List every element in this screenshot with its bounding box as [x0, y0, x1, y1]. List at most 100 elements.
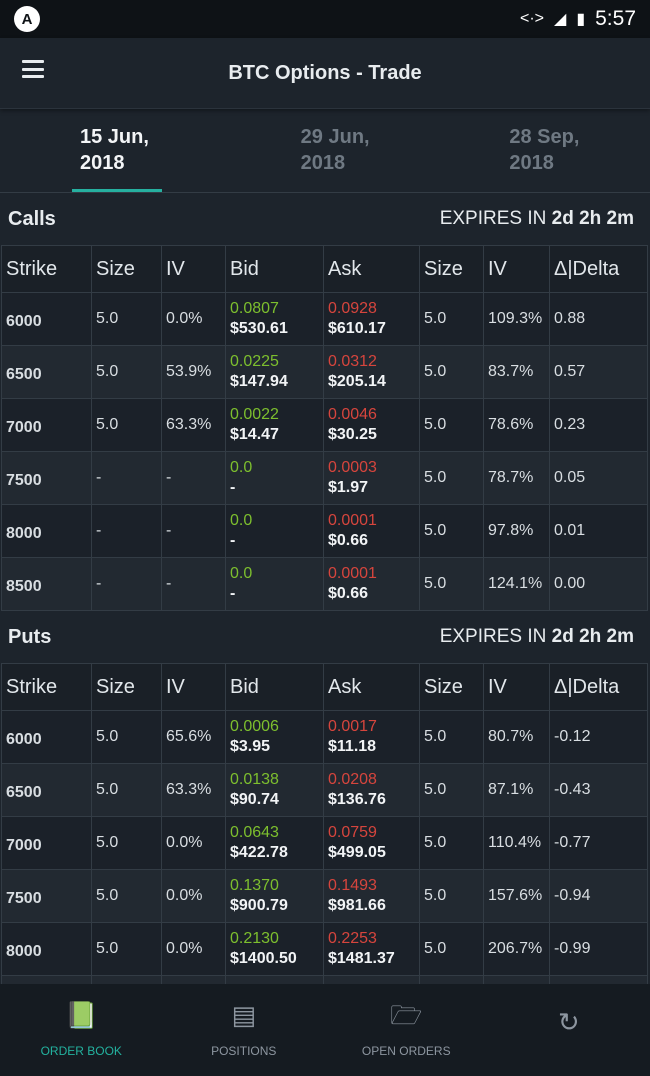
tab-expiry-28-sep[interactable]: 28 Sep, 2018 — [441, 110, 650, 192]
ask-cell[interactable]: ΀0.0017 $11.18 — [324, 711, 420, 764]
cell-size: 5.0 — [92, 346, 162, 399]
ask-cell[interactable]: ΀0.1493 $981.66 — [324, 870, 420, 923]
bid-usd-price: - — [230, 530, 323, 551]
cell-ask_iv: 124.1% — [484, 558, 550, 611]
ask-cell[interactable]: ΀0.0001 $0.66 — [324, 558, 420, 611]
cell-delta: -0.94 — [550, 870, 648, 923]
cell-iv: - — [162, 452, 226, 505]
calls-row[interactable]: 6000 5.0 0.0% ΀0.0807 $530.61 ΀0.0928 $610.17 5… — [2, 293, 648, 346]
nav-positions[interactable]: ▤ POSITIONS — [163, 984, 326, 1076]
bid-cell[interactable]: ΀0.0 - — [226, 505, 324, 558]
calls-table: Strike Size IV Bid Ask Size IV Δ|Delta 6000 5.0 0… — [1, 245, 648, 611]
column-header: Size — [420, 664, 484, 711]
bid-btc-price: ΀0.1370 — [230, 876, 323, 895]
bid-cell[interactable]: ΀0.1370 $900.79 — [226, 870, 324, 923]
bid-cell[interactable]: ΀0.0643 $422.78 — [226, 817, 324, 870]
calls-row[interactable]: 8500- - ΀0.0- ΀0.0001 $0.66 5.0 124.1% 0.00 — [2, 558, 648, 611]
expiry-tabs: 15 Jun, 2018 29 Jun, 2018 28 Sep, 2018 — [0, 110, 650, 193]
page-title: BTC Options - Trade — [0, 62, 650, 85]
bid-cell[interactable]: ΀0.0 - — [226, 452, 324, 505]
ask-btc-price: ΀0.0046 — [328, 405, 419, 424]
cell-strike: 8000 — [2, 923, 92, 976]
ask-usd-price: $981.66 — [328, 895, 419, 916]
ask-cell[interactable]: ΀0.0003 $1.97 — [324, 452, 420, 505]
cell-ask_iv: 97.8% — [484, 505, 550, 558]
cell-size: 5.0 — [92, 711, 162, 764]
bid-cell[interactable]: ΀0.0022 $14.47 — [226, 399, 324, 452]
puts-row[interactable]: 7500 5.0 0.0% ΀0.1370 $900.79 ΀0.1493 $981.66 5… — [2, 870, 648, 923]
ask-cell[interactable]: ΀0.0001 $0.66 — [324, 505, 420, 558]
app-badge-icon: A — [14, 6, 40, 32]
ask-usd-price: $136.76 — [328, 789, 419, 810]
puts-table: Strike Size IV Bid Ask Size IV Δ|Delta 6000 5.0 6… — [1, 663, 648, 1029]
calls-row[interactable]: 7500- - ΀0.0- ΀0.0003 $1.97 5.0 78.7% 0.05 — [2, 452, 648, 505]
ask-usd-price: $205.14 — [328, 371, 419, 392]
nav-label: POSITIONS — [211, 1044, 276, 1058]
cell-delta: 0.00 — [550, 558, 648, 611]
cell-delta: -0.77 — [550, 817, 648, 870]
tab-line2: 2018 — [509, 150, 650, 176]
active-tab-indicator — [72, 189, 162, 192]
puts-row[interactable]: 6500 5.0 63.3% ΀0.0138 $90.74 ΀0.0208 $136.76 5… — [2, 764, 648, 817]
ask-usd-price: $0.66 — [328, 530, 419, 551]
column-header: Bid — [226, 246, 324, 293]
bid-usd-price: $3.95 — [230, 736, 323, 757]
cell-size: 5.0 — [92, 870, 162, 923]
cell-strike: 7000 — [2, 817, 92, 870]
cell-ask_size: 5.0 — [420, 870, 484, 923]
bid-usd-price: $1400.50 — [230, 948, 323, 969]
cell-ask_iv: 83.7% — [484, 346, 550, 399]
ask-cell[interactable]: ΀0.0759 $499.05 — [324, 817, 420, 870]
bid-cell[interactable]: ΀0.0807 $530.61 — [226, 293, 324, 346]
signal-icon: ◢ — [554, 9, 566, 29]
calls-title: Calls — [8, 208, 56, 231]
ask-cell[interactable]: ΀0.0046 $30.25 — [324, 399, 420, 452]
nav-order-book[interactable]: 📗 ORDER BOOK — [0, 984, 163, 1076]
data-transfer-icon: <·> — [520, 10, 544, 28]
cell-iv: - — [162, 505, 226, 558]
calls-expires: EXPIRES IN 2d 2h 2m — [440, 208, 634, 230]
bid-cell[interactable]: ΀0.2130 $1400.50 — [226, 923, 324, 976]
bid-btc-price: ΀0.0 — [230, 564, 323, 583]
bid-btc-price: ΀0.0643 — [230, 823, 323, 842]
cell-strike: 7000 — [2, 399, 92, 452]
hamburger-icon[interactable] — [22, 60, 44, 78]
cell-strike: 6000 — [2, 293, 92, 346]
tab-line2: 2018 — [301, 150, 442, 176]
bottom-navigation: 📗 ORDER BOOK ▤ POSITIONS 🗁 OPEN ORDERS ↻ — [0, 984, 650, 1076]
cell-ask_size: 5.0 — [420, 711, 484, 764]
calls-row[interactable]: 6500 5.0 53.9% ΀0.0225 $147.94 ΀0.0312 $205.14… — [2, 346, 648, 399]
nav-history[interactable]: ↻ — [488, 984, 650, 1076]
ask-cell[interactable]: ΀0.0312 $205.14 — [324, 346, 420, 399]
tab-expiry-29-jun[interactable]: 29 Jun, 2018 — [221, 110, 442, 192]
calls-row[interactable]: 7000 5.0 63.3% ΀0.0022 $14.47 ΀0.0046 $30.25 5.… — [2, 399, 648, 452]
cell-strike: 8000 — [2, 505, 92, 558]
nav-open-orders[interactable]: 🗁 OPEN ORDERS — [325, 984, 488, 1076]
bid-cell[interactable]: ΀0.0225 $147.94 — [226, 346, 324, 399]
app-bar: BTC Options - Trade — [0, 38, 650, 109]
cell-ask_iv: 87.1% — [484, 764, 550, 817]
bid-cell[interactable]: ΀0.0138 $90.74 — [226, 764, 324, 817]
expires-label: EXPIRES IN — [440, 626, 547, 647]
puts-row[interactable]: 6000 5.0 65.6% ΀0.0006 $3.95 ΀0.0017 $11.18 5.0… — [2, 711, 648, 764]
ask-cell[interactable]: ΀0.2253 $1481.37 — [324, 923, 420, 976]
ask-cell[interactable]: ΀0.0928 $610.17 — [324, 293, 420, 346]
positions-icon: ▤ — [231, 1002, 256, 1028]
puts-row[interactable]: 8000 5.0 0.0% ΀0.2130 $1400.50 ΀0.2253 $1481.3… — [2, 923, 648, 976]
cell-strike: 8500 — [2, 558, 92, 611]
expires-value: 2d 2h 2m — [552, 208, 634, 229]
bid-cell[interactable]: ΀0.0006 $3.95 — [226, 711, 324, 764]
cell-ask_iv: 206.7% — [484, 923, 550, 976]
cell-ask_size: 5.0 — [420, 505, 484, 558]
calls-row[interactable]: 8000- - ΀0.0- ΀0.0001 $0.66 5.0 97.8% 0.01 — [2, 505, 648, 558]
ask-cell[interactable]: ΀0.0208 $136.76 — [324, 764, 420, 817]
column-header: IV — [484, 246, 550, 293]
ask-usd-price: $499.05 — [328, 842, 419, 863]
bid-cell[interactable]: ΀0.0 - — [226, 558, 324, 611]
cell-ask_size: 5.0 — [420, 817, 484, 870]
tab-line2: 2018 — [80, 150, 221, 176]
bid-usd-price: $422.78 — [230, 842, 323, 863]
tab-expiry-15-jun[interactable]: 15 Jun, 2018 — [0, 110, 221, 192]
cell-ask_size: 5.0 — [420, 399, 484, 452]
puts-row[interactable]: 7000 5.0 0.0% ΀0.0643 $422.78 ΀0.0759 $499.05 5… — [2, 817, 648, 870]
